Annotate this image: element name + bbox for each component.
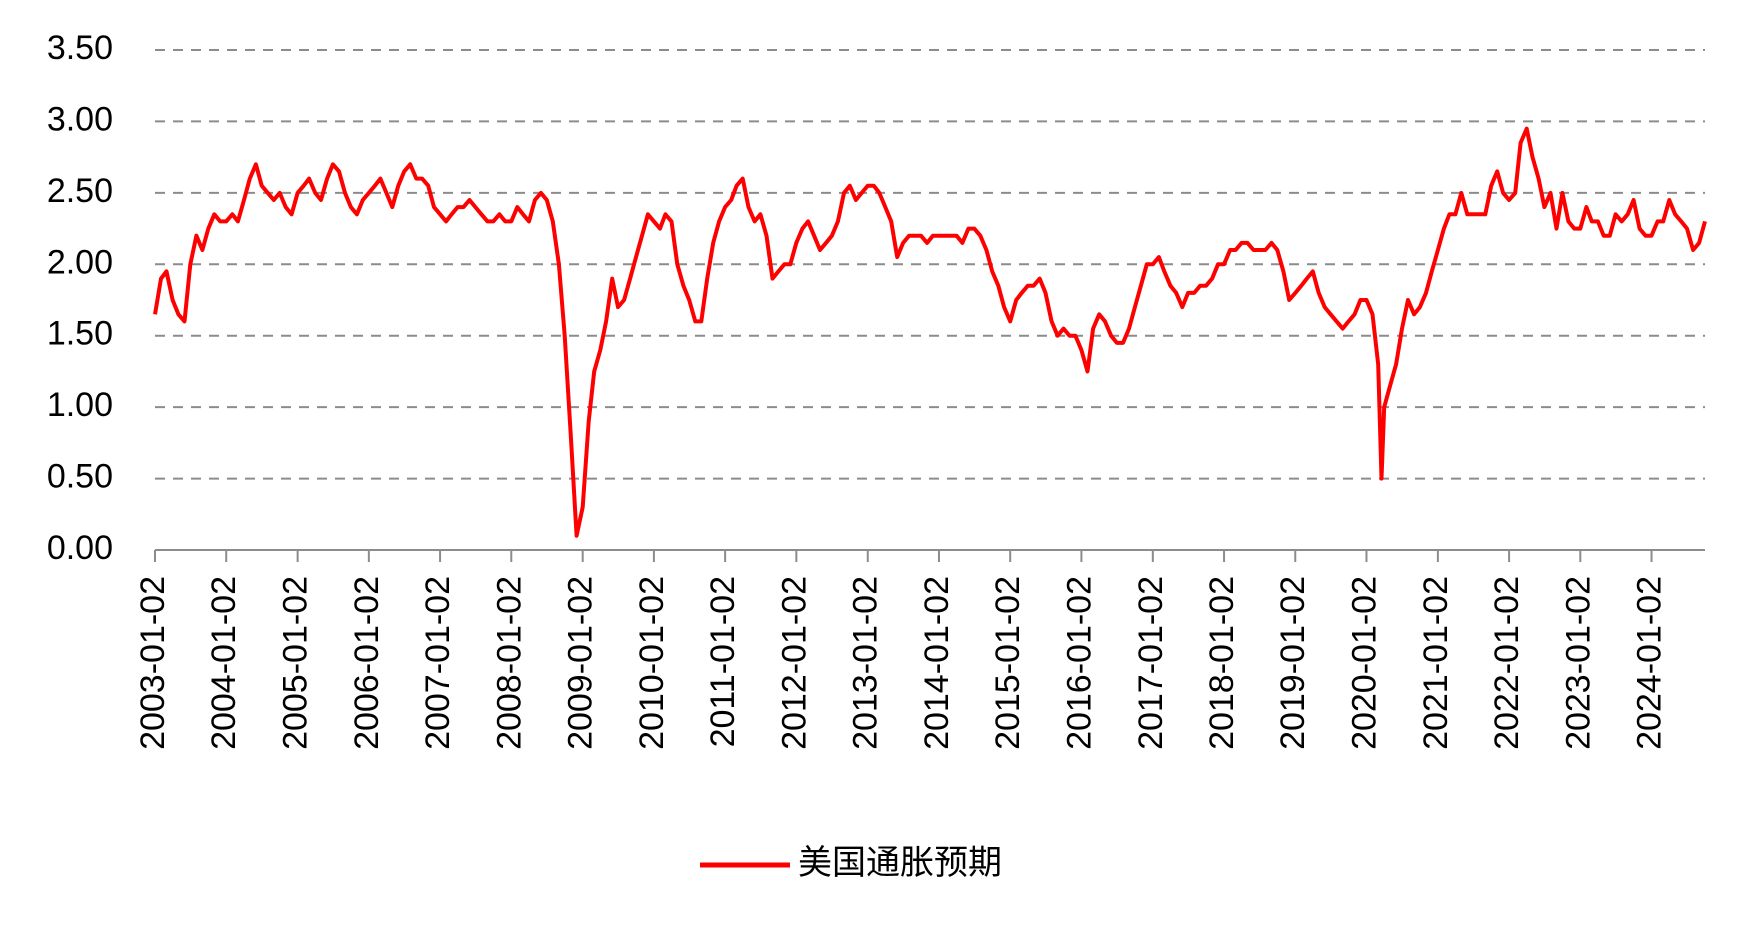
x-tick-label: 2008-01-02: [490, 576, 528, 750]
legend-label: 美国通胀预期: [798, 844, 1002, 882]
y-tick-label: 3.50: [47, 29, 113, 67]
y-tick-label: 2.50: [47, 172, 113, 210]
x-tick-label: 2006-01-02: [348, 576, 386, 750]
x-tick-label: 2003-01-02: [134, 576, 172, 750]
x-tick-label: 2022-01-02: [1488, 576, 1526, 750]
x-tick-label: 2021-01-02: [1417, 576, 1455, 750]
x-tick-label: 2009-01-02: [562, 576, 600, 750]
x-tick-label: 2015-01-02: [989, 576, 1027, 750]
x-tick-label: 2018-01-02: [1203, 576, 1241, 750]
series-line: [153, 126, 1707, 538]
x-tick-label: 2013-01-02: [847, 576, 885, 750]
y-tick-label: 1.50: [47, 315, 113, 353]
y-tick-label: 0.00: [47, 529, 113, 567]
x-tick-label: 2023-01-02: [1559, 576, 1597, 750]
x-tick-label: 2010-01-02: [633, 576, 671, 750]
y-tick-label: 2.00: [47, 243, 113, 281]
x-tick-label: 2017-01-02: [1132, 576, 1170, 750]
x-tick-label: 2016-01-02: [1060, 576, 1098, 750]
x-tick-label: 2019-01-02: [1274, 576, 1312, 750]
x-tick-label: 2024-01-02: [1631, 576, 1669, 750]
x-tick-label: 2007-01-02: [419, 576, 457, 750]
x-tick-label: 2012-01-02: [775, 576, 813, 750]
x-tick-label: 2020-01-02: [1345, 576, 1383, 750]
x-tick-label: 2005-01-02: [277, 576, 315, 750]
x-tick-label: 2004-01-02: [205, 576, 243, 750]
x-tick-label: 2014-01-02: [918, 576, 956, 750]
y-tick-label: 0.50: [47, 458, 113, 496]
x-tick-label: 2011-01-02: [704, 576, 742, 747]
y-tick-label: 3.00: [47, 100, 113, 138]
y-tick-label: 1.00: [47, 386, 113, 424]
